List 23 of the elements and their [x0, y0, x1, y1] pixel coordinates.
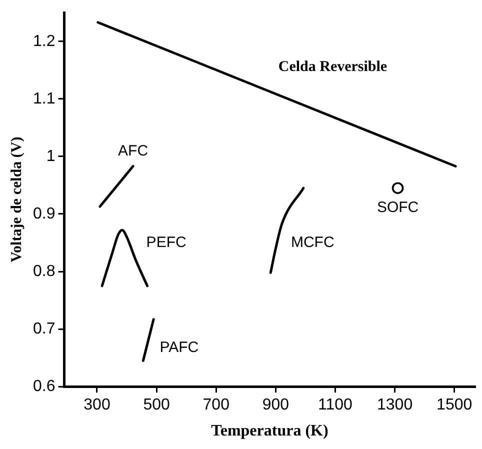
- y-tick-label: 0.9: [32, 205, 56, 222]
- x-tick-label: 300: [84, 396, 110, 414]
- x-tick-label: 1300: [377, 396, 413, 414]
- x-tick-label: 900: [262, 396, 290, 414]
- y-tick-label: 0.8: [32, 262, 56, 280]
- y-tick-label: 1.2: [32, 32, 56, 50]
- series-label: AFC: [118, 142, 148, 160]
- y-tick-label: 0.7: [32, 320, 56, 338]
- series-label: PAFC: [160, 338, 199, 356]
- series-label: Celda Reversible: [278, 59, 388, 76]
- line-series: [100, 228, 149, 288]
- y-tick-label: 0.6: [32, 378, 56, 396]
- series-label: SOFC: [376, 199, 419, 216]
- series-label: PEFC: [146, 234, 186, 252]
- x-tick-label: 1100: [318, 396, 353, 414]
- x-tick-label: 700: [202, 396, 230, 414]
- x-tick-label: 500: [143, 396, 170, 414]
- series-label: MCFC: [290, 234, 334, 251]
- x-tick-label: 1500: [436, 396, 472, 414]
- y-tick-label: 1: [46, 148, 56, 165]
- y-axis-title: Voltaje de celda (V): [8, 136, 25, 262]
- y-tick-label: 1.1: [32, 90, 56, 108]
- x-axis-title: Temperatura (K): [211, 422, 328, 440]
